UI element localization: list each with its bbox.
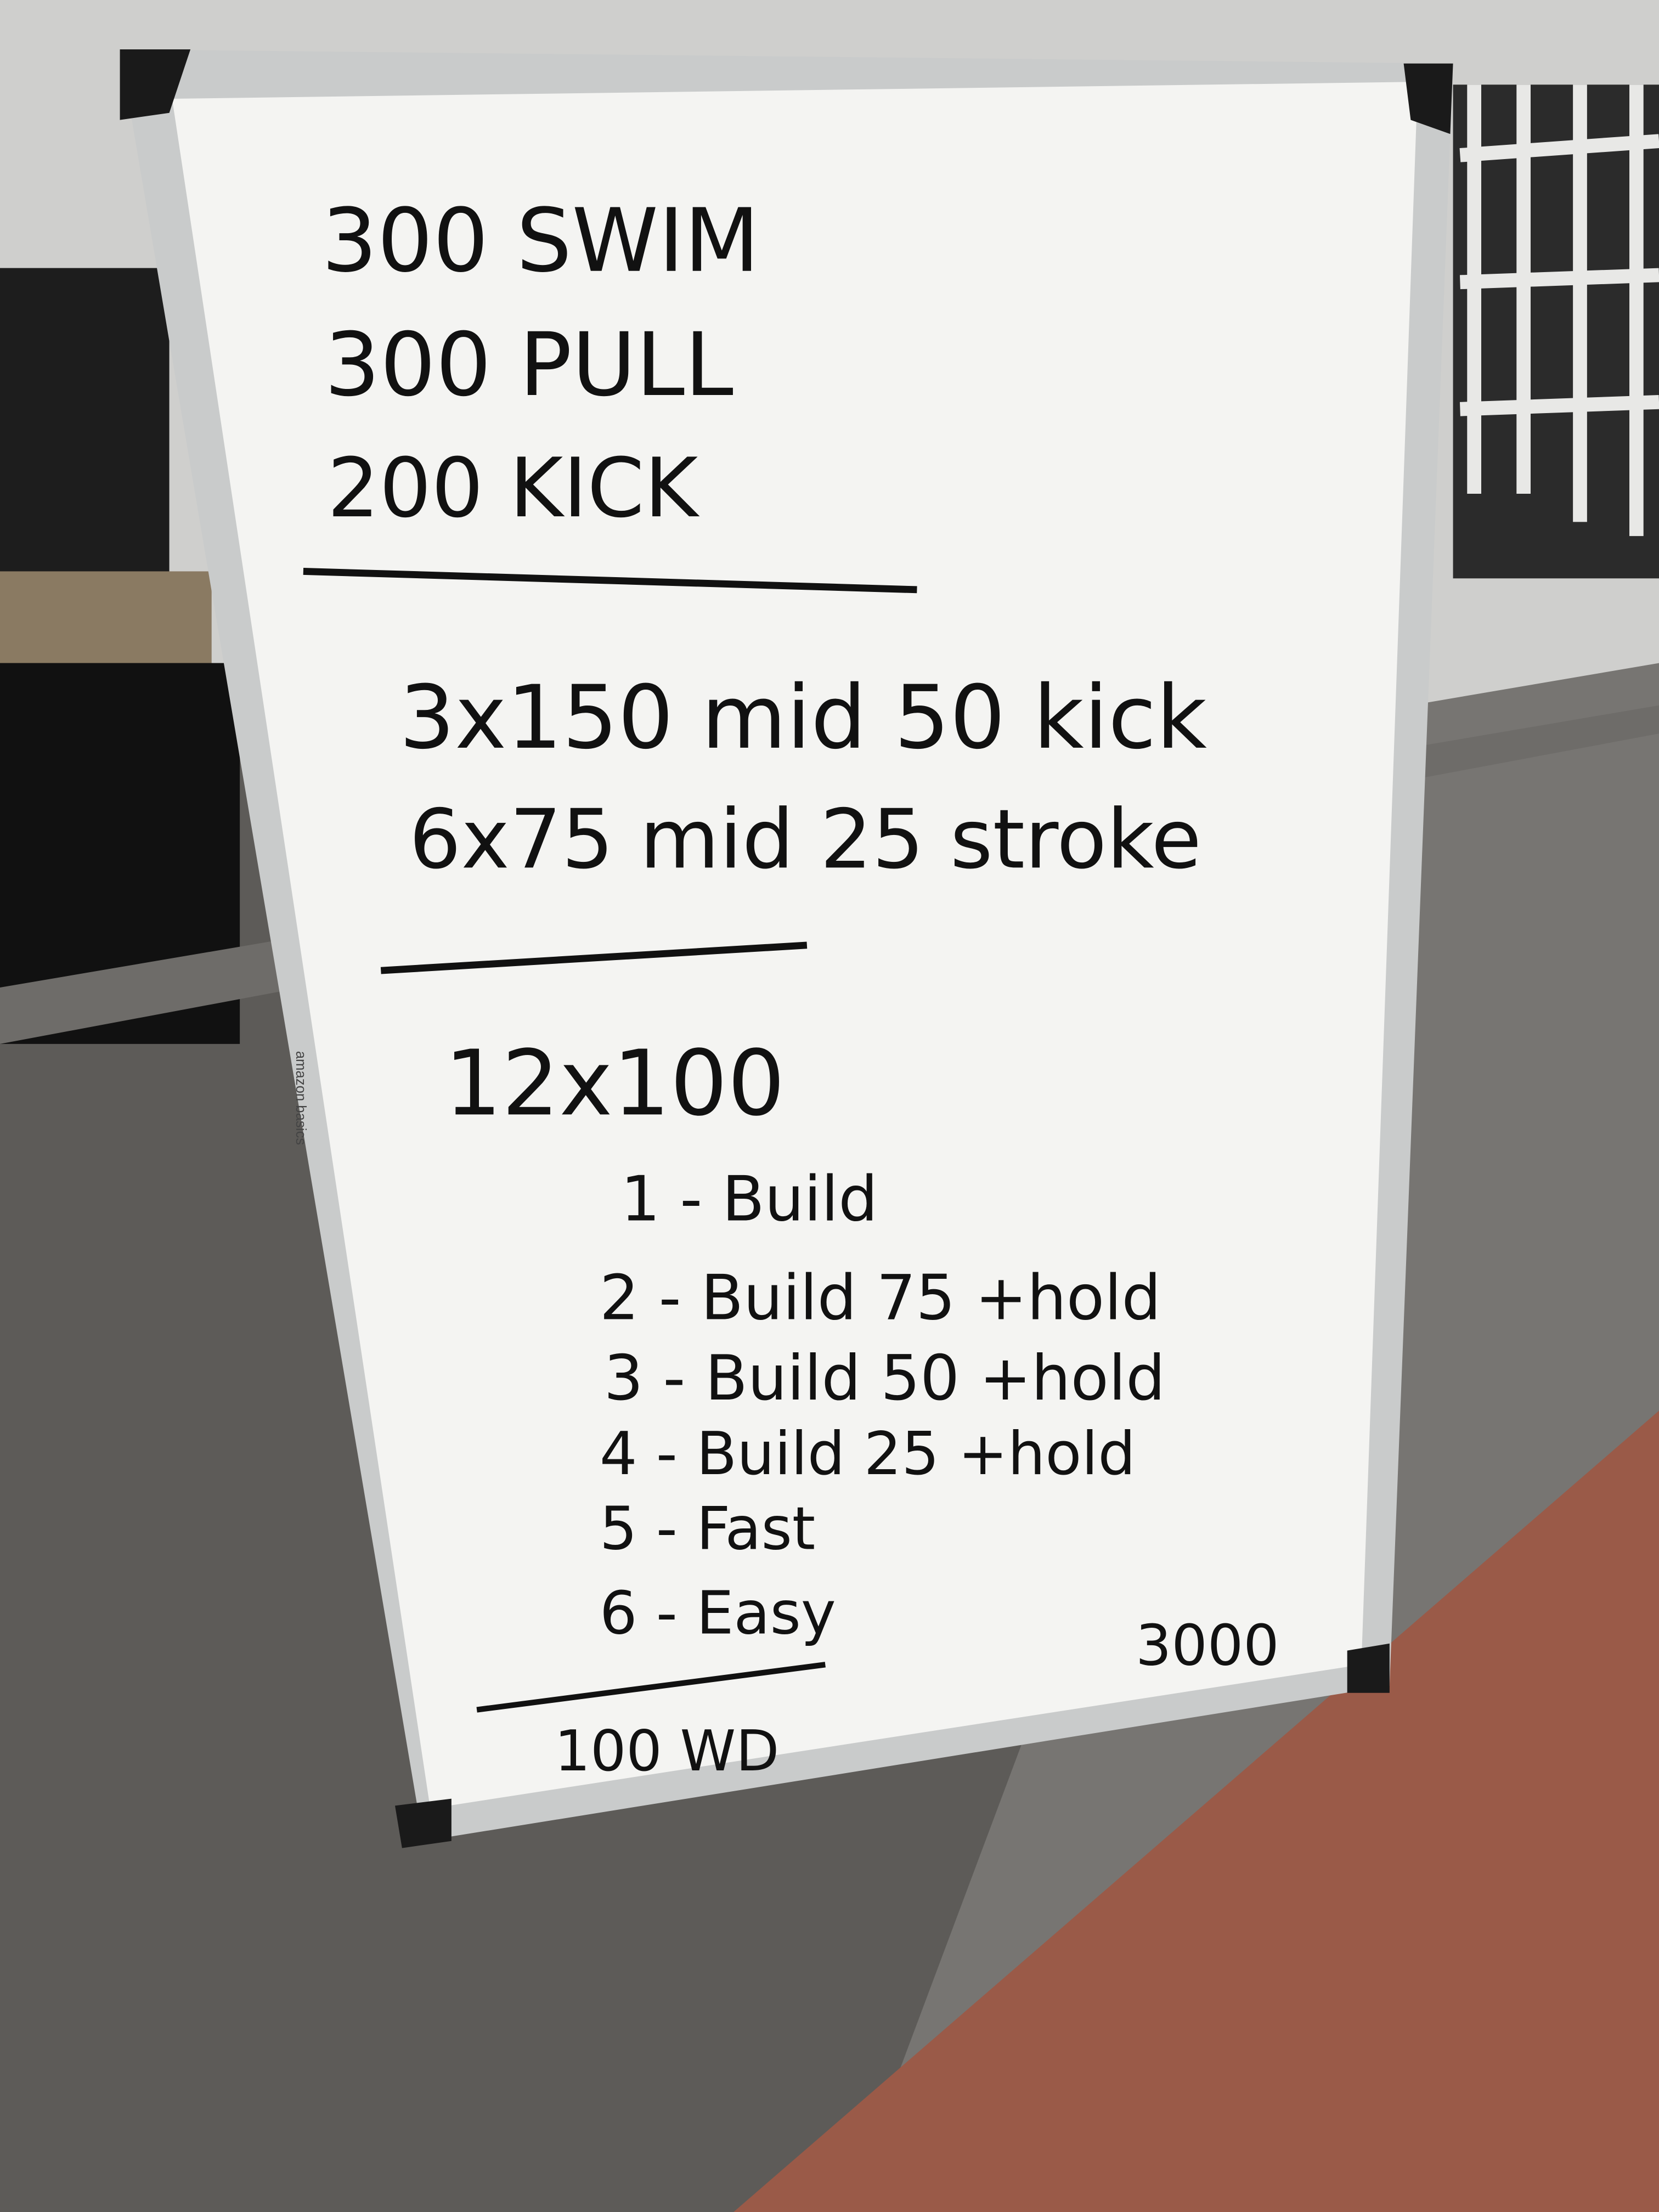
main-set-item: 5 - Fast — [600, 1494, 815, 1563]
total-yardage: 3000 — [1136, 1613, 1279, 1678]
divider — [476, 1662, 826, 1713]
workout-text: 300 SWIM 300 PULL 200 KICK 3x150 mid 50 … — [303, 190, 1279, 1784]
dark-panel — [0, 268, 170, 579]
main-set-item: 6 - Easy — [600, 1579, 836, 1648]
preset-line: 6x75 mid 25 stroke — [409, 792, 1201, 887]
board-brand-label: amazon basics — [293, 1051, 308, 1145]
warmup-line: 300 PULL — [324, 314, 733, 416]
divider — [303, 568, 917, 594]
divider — [380, 941, 808, 974]
main-set-item: 1 - Build — [620, 1163, 878, 1235]
main-set-item: 3 - Build 50 +hold — [604, 1342, 1165, 1414]
preset-line: 3x150 mid 50 kick — [399, 667, 1207, 769]
frame-corners — [120, 49, 1453, 1848]
main-set-item: 4 - Build 25 +hold — [600, 1420, 1136, 1488]
railing-area — [1453, 84, 1659, 579]
bench — [0, 571, 212, 670]
cooldown-line: 100 WD — [555, 1719, 780, 1784]
white-railing — [1459, 84, 1659, 537]
warmup-line: 200 KICK — [328, 441, 700, 536]
main-set-item: 2 - Build 75 +hold — [600, 1261, 1161, 1334]
warmup-line: 300 SWIM — [321, 190, 759, 292]
main-set-title: 12x100 — [444, 1030, 785, 1136]
